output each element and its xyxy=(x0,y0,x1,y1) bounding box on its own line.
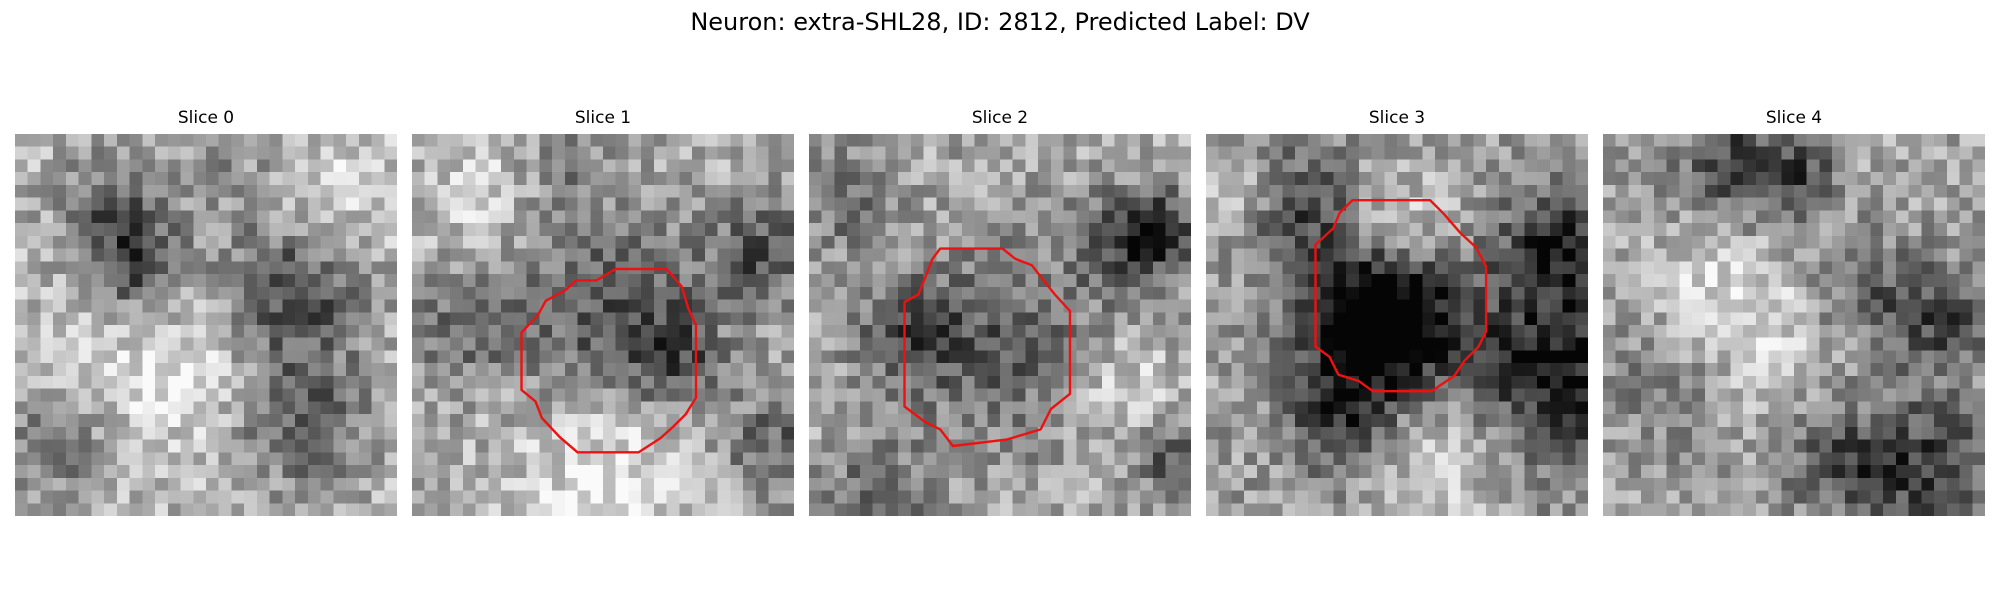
slice-pixels-2 xyxy=(809,134,1191,516)
roi-outline-1 xyxy=(520,267,698,454)
roi-outline-3 xyxy=(1314,198,1488,393)
roi-outline-2 xyxy=(903,247,1072,448)
slice-pixels-1 xyxy=(412,134,794,516)
slice-pixels-3 xyxy=(1206,134,1588,516)
slice-title-1: Slice 1 xyxy=(574,108,632,128)
slice-title-0: Slice 0 xyxy=(177,108,235,128)
slice-image-1 xyxy=(412,134,794,516)
slice-image-3 xyxy=(1206,134,1588,516)
figure-title: Neuron: extra-SHL28, ID: 2812, Predicted… xyxy=(690,8,1310,36)
slice-pixels-4 xyxy=(1603,134,1985,516)
slice-image-0 xyxy=(15,134,397,516)
slice-image-2 xyxy=(809,134,1191,516)
slice-pixels-0 xyxy=(15,134,397,516)
slice-title-2: Slice 2 xyxy=(971,108,1029,128)
slice-image-4 xyxy=(1603,134,1985,516)
slice-title-3: Slice 3 xyxy=(1368,108,1426,128)
slice-title-4: Slice 4 xyxy=(1765,108,1823,128)
